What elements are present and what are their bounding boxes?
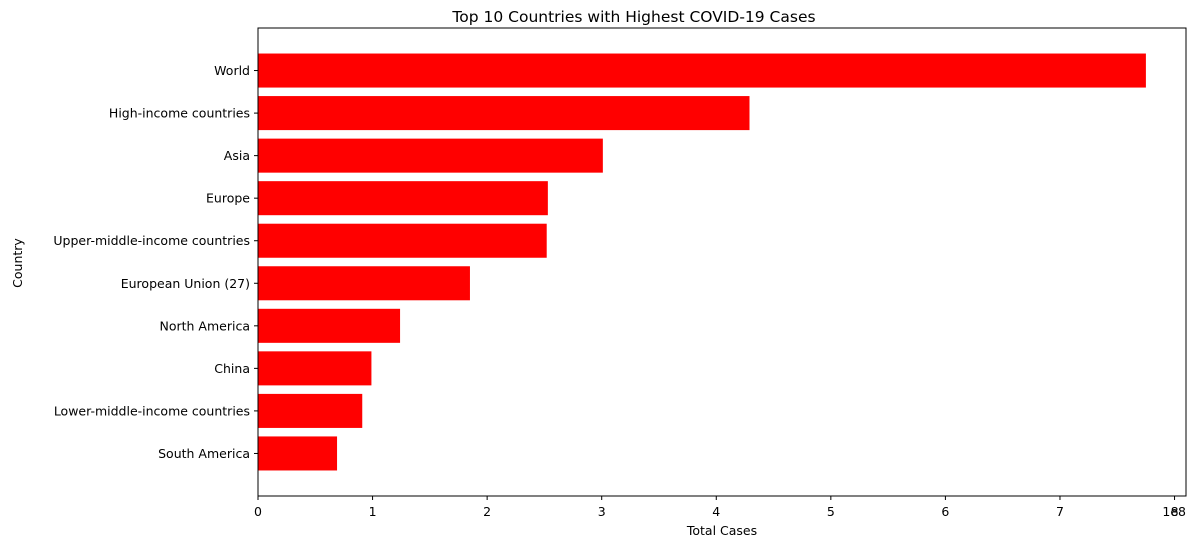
y-tick-label: European Union (27) bbox=[121, 276, 250, 291]
x-tick-label: 0 bbox=[254, 504, 262, 519]
bar-upper-middle-income-countries bbox=[258, 223, 547, 258]
y-tick-label: Europe bbox=[206, 191, 250, 206]
bar-europe bbox=[258, 181, 548, 216]
x-axis-label: Total Cases bbox=[686, 523, 757, 538]
ticks-layer: World High-income countries Asia Europe Uppe… bbox=[53, 63, 1178, 519]
bar-north-america bbox=[258, 308, 401, 343]
x-tick-label: 2 bbox=[483, 504, 491, 519]
bar-world bbox=[258, 53, 1146, 88]
plot-frame bbox=[257, 27, 1187, 497]
y-tick-label: South America bbox=[158, 446, 250, 461]
bar-asia bbox=[258, 138, 603, 173]
bar-high-income-countries bbox=[258, 96, 750, 131]
bar-south-america bbox=[258, 436, 338, 471]
x-tick-label: 6 bbox=[941, 504, 949, 519]
y-tick-label: World bbox=[214, 63, 250, 78]
chart-title: Top 10 Countries with Highest COVID-19 C… bbox=[451, 8, 815, 26]
bar-european-union-27 bbox=[258, 266, 470, 301]
x-tick-label: 3 bbox=[598, 504, 606, 519]
bar-lower-middle-income-countries bbox=[258, 393, 363, 428]
x-tick-label: 8 bbox=[1171, 504, 1179, 519]
y-tick-label: High-income countries bbox=[109, 106, 250, 121]
axes-layer bbox=[257, 27, 1187, 497]
bar-china bbox=[258, 351, 372, 386]
y-tick-label: Upper-middle-income countries bbox=[53, 233, 250, 248]
x-tick-label: 1 bbox=[369, 504, 377, 519]
x-axis-offset-label: 1e8 bbox=[1162, 504, 1186, 519]
y-tick-label: Lower-middle-income countries bbox=[54, 403, 250, 418]
y-tick-label: North America bbox=[160, 318, 251, 333]
y-axis-label: Country bbox=[10, 238, 25, 288]
bars-layer bbox=[258, 53, 1146, 471]
x-tick-label: 7 bbox=[1056, 504, 1064, 519]
y-tick-label: Asia bbox=[224, 148, 250, 163]
x-tick-label: 4 bbox=[712, 504, 720, 519]
x-tick-label: 5 bbox=[827, 504, 835, 519]
y-tick-label: China bbox=[214, 361, 250, 376]
